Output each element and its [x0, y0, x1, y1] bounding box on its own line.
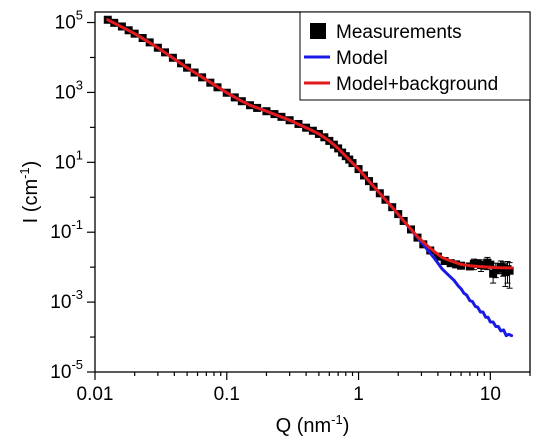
y-tick-label-base: 10	[55, 152, 76, 173]
measurement-point	[446, 259, 455, 268]
x-tick-label: 10	[480, 384, 501, 405]
legend: Measurements Model Model+background	[299, 11, 531, 101]
legend-label-measurements: Measurements	[336, 22, 462, 43]
legend-label-model: Model	[336, 48, 388, 69]
x-tick-label: 0.1	[214, 384, 240, 405]
y-tick-label-exponent: -5	[71, 357, 83, 372]
measurement-point	[440, 257, 449, 266]
x-axis-label: Q (nm-1)	[276, 412, 350, 437]
y-tick-label-exponent: -3	[71, 287, 83, 302]
legend-marker-measurements	[310, 23, 326, 39]
y-tick-label-exponent: 1	[76, 147, 83, 162]
y-tick-label-base: 10	[50, 362, 71, 383]
y-tick-label: 101	[55, 147, 83, 173]
x-axis-label-close: )	[343, 415, 350, 437]
measurement-point	[505, 266, 514, 275]
y-tick-label-exponent: -1	[71, 217, 83, 232]
y-tick-label-base: 10	[50, 292, 71, 313]
x-axis-label-base: Q (nm	[276, 415, 332, 437]
measurement-point	[452, 260, 461, 269]
y-axis-label-base: I (cm	[20, 179, 42, 223]
measurement-point	[433, 252, 442, 261]
x-tick-label: 1	[353, 384, 364, 405]
y-tick-label-exponent: 5	[76, 8, 83, 23]
series-layer	[103, 15, 514, 338]
legend-label-model-background: Model+background	[336, 74, 498, 95]
y-tick-label: 10-3	[50, 287, 83, 313]
y-tick-label: 103	[55, 77, 83, 103]
y-tick-label: 105	[55, 8, 83, 34]
series-line-model-background	[106, 18, 514, 270]
measurement-point	[426, 246, 435, 255]
y-axis-label: I (cm-1)	[17, 161, 42, 224]
y-axis-label-close: )	[20, 161, 42, 168]
y-tick-label-base: 10	[55, 13, 76, 34]
y-tick-label-exponent: 3	[76, 77, 83, 92]
y-tick-label-base: 10	[55, 82, 76, 103]
measurement-point	[491, 266, 500, 275]
y-tick-label: 10-5	[50, 357, 83, 383]
x-axis-label-sup: -1	[331, 412, 343, 427]
measurement-point	[486, 260, 495, 269]
y-axis-label-sup: -1	[17, 167, 32, 179]
y-tick-label: 10-1	[50, 217, 83, 243]
legend-box	[299, 11, 531, 101]
y-tick-label-base: 10	[50, 222, 71, 243]
x-tick-label: 0.01	[77, 384, 114, 405]
